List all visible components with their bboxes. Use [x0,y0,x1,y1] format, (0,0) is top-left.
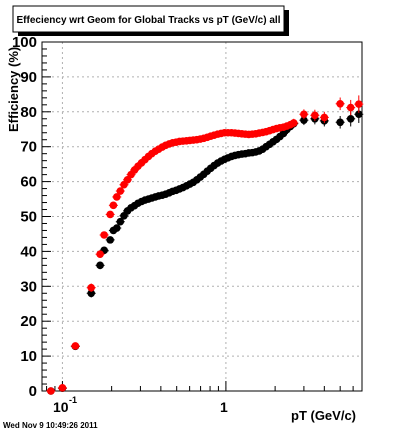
data-point [96,261,104,270]
series-0 [46,105,364,395]
x-tick-labels: 10 -1 1 [53,395,228,415]
data-point [58,384,67,392]
y-tick-label: 60 [20,174,37,191]
chart-title-box: Effeciency wrt Geom for Global Tracks vs… [12,5,289,36]
data-point [116,217,125,226]
timestamp: Wed Nov 9 10:49:26 2011 [3,421,98,430]
data-point [106,236,115,244]
plot-frame [41,41,363,392]
y-tick-labels: 0 10 20 30 40 50 60 70 80 90 100 [12,34,37,400]
x-tick-label-1-base: 1 [220,399,228,415]
x-tick-label-0-base: 10 [53,399,69,415]
data-point [300,116,308,124]
series-1 [46,95,364,395]
axis-ticks [42,41,354,392]
data-point [116,187,125,195]
data-series [46,95,364,395]
data-point [354,100,363,108]
data-point [346,103,355,112]
data-point [47,387,55,395]
data-point [106,210,115,219]
chart-title: Effeciency wrt Geom for Global Tracks vs… [17,15,281,26]
y-tick-label: 30 [20,278,37,295]
y-axis-label: Efficiency (%) [6,47,21,132]
data-point [109,201,118,210]
data-point [289,119,298,127]
y-tick-label: 100 [12,34,37,51]
data-point [71,342,80,350]
y-tick-label: 70 [20,139,37,156]
y-tick-label: 20 [20,313,37,330]
data-point [346,114,355,123]
data-point [320,113,329,122]
data-point [336,118,344,127]
y-tick-label: 40 [20,243,37,260]
y-tick-label: 50 [20,209,37,226]
data-point [112,193,121,201]
data-point [100,231,108,239]
data-point [354,110,363,119]
y-tick-label: 0 [29,383,37,400]
data-point [300,110,308,119]
y-tick-label: 80 [20,104,37,121]
grid-lines [42,42,362,391]
x-tick-label-0-exponent: -1 [69,395,77,405]
data-point [87,289,96,298]
title-box-frame [12,5,285,33]
data-point [87,283,96,292]
data-point [336,99,344,108]
y-tick-label: 10 [20,348,37,365]
data-point [96,250,104,258]
y-tick-label: 90 [20,69,37,86]
data-point [112,224,121,232]
data-point [311,111,319,120]
x-axis-label: pT (GeV/c) [291,408,356,423]
